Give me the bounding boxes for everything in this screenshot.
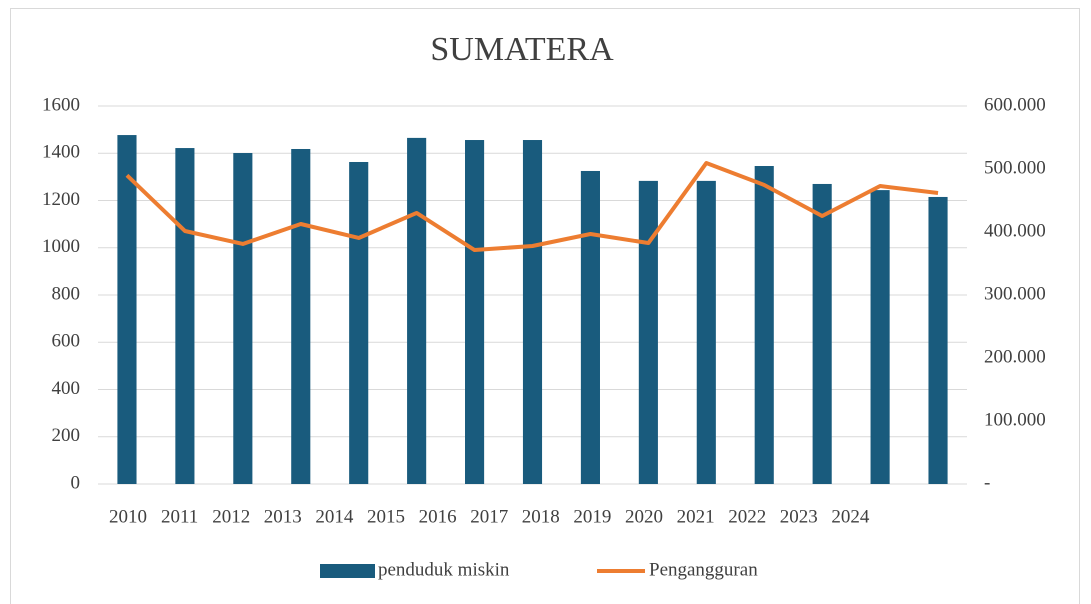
y2-tick-label: 300.000 — [984, 283, 1046, 304]
y2-tick-label: 400.000 — [984, 220, 1046, 241]
bar — [580, 170, 600, 484]
x-tick-label: 2024 — [831, 506, 870, 527]
bar — [522, 140, 543, 484]
y-tick-label: 600 — [52, 331, 81, 352]
chart-title: SUMATERA — [430, 31, 614, 68]
x-tick-label: 2018 — [522, 506, 560, 527]
bar — [349, 161, 369, 484]
y2-tick-label: - — [984, 472, 990, 493]
y-tick-label: 1400 — [42, 142, 80, 163]
legend-label: Pengangguran — [649, 559, 758, 580]
y-tick-label: 0 — [71, 472, 81, 493]
x-tick-label: 2016 — [419, 506, 457, 527]
y-tick-label: 400 — [52, 378, 81, 399]
x-tick-label: 2013 — [264, 506, 302, 527]
bar — [754, 166, 774, 484]
x-tick-label: 2017 — [470, 506, 508, 527]
legend-swatch — [320, 564, 375, 578]
y-tick-label: 800 — [52, 283, 81, 304]
legend-label: penduduk miskin — [378, 559, 510, 580]
x-tick-label: 2010 — [109, 506, 147, 527]
y-tick-label: 200 — [52, 425, 81, 446]
bar — [870, 190, 890, 485]
x-tick-label: 2020 — [625, 506, 663, 527]
x-tick-label: 2012 — [212, 506, 250, 527]
line — [125, 161, 939, 253]
bar — [638, 180, 658, 485]
y2-tick-label: 200.000 — [984, 346, 1046, 367]
x-tick-label: 2021 — [677, 506, 715, 527]
y2-tick-label: 100.000 — [984, 409, 1046, 430]
x-tick-label: 2014 — [315, 506, 354, 527]
x-tick-label: 2019 — [573, 506, 611, 527]
bar — [117, 135, 137, 484]
y2-tick-label: 500.000 — [984, 157, 1046, 178]
bar — [928, 196, 948, 485]
bar — [175, 148, 195, 485]
bar — [812, 183, 832, 484]
bar — [465, 140, 485, 484]
x-tick-label: 2015 — [367, 506, 405, 527]
y-tick-label: 1000 — [42, 236, 80, 257]
bar — [407, 137, 427, 485]
bar — [233, 153, 253, 485]
x-tick-label: 2022 — [728, 506, 766, 527]
y-tick-label: 1600 — [42, 94, 80, 115]
x-tick-label: 2011 — [161, 506, 198, 527]
bar — [291, 148, 311, 484]
x-tick-label: 2023 — [780, 506, 818, 527]
bar — [696, 180, 716, 485]
y-tick-label: 1200 — [42, 189, 80, 210]
y2-tick-label: 600.000 — [984, 94, 1046, 115]
